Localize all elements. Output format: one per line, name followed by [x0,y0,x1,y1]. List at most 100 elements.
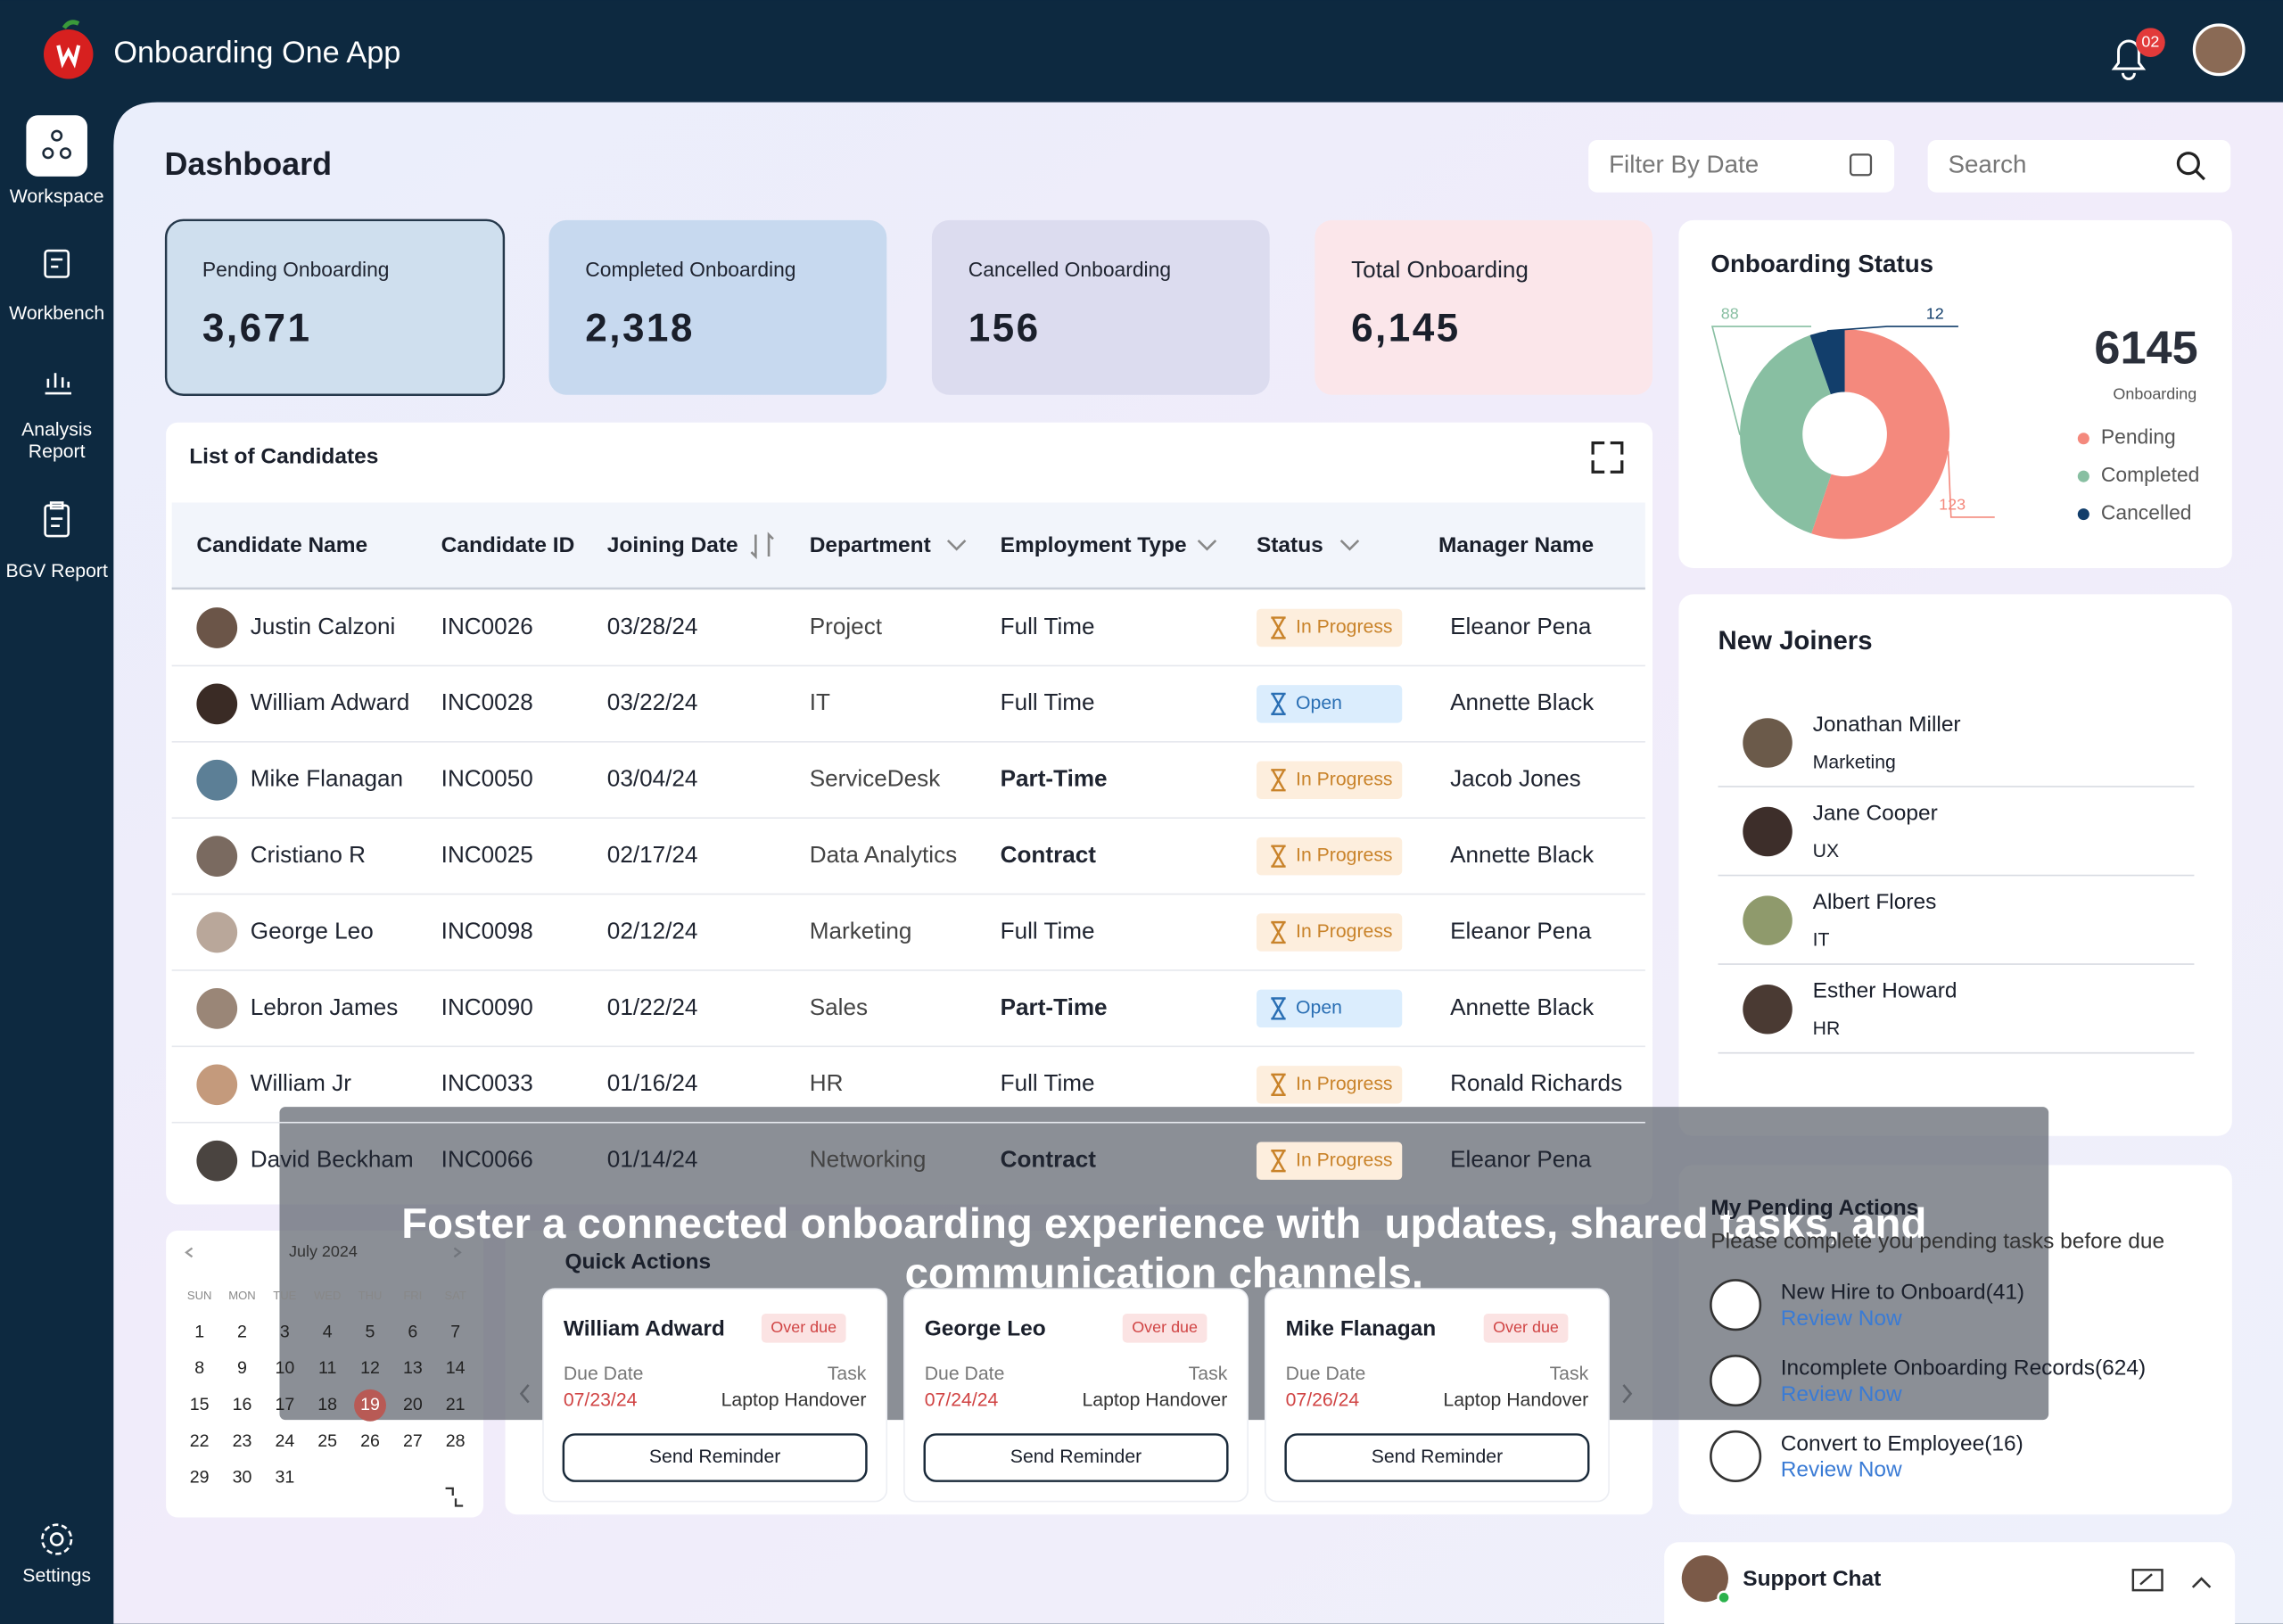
calendar-day[interactable]: 4 [323,1322,333,1341]
review-link[interactable]: Review Now [1781,1307,1902,1331]
overdue-text: Over due [1132,1318,1198,1336]
chat-icon[interactable] [2131,1569,2163,1592]
legend-label: Pending [2101,425,2176,449]
cell: Project [810,613,883,639]
calendar-day[interactable]: 25 [317,1431,337,1451]
user-avatar[interactable] [2192,23,2246,77]
column-header[interactable]: Status [1257,533,1323,557]
calendar-day[interactable]: 2 [237,1322,247,1341]
due-label: Due Date [925,1364,1005,1384]
calendar-day[interactable]: 3 [280,1322,290,1341]
calendar-day[interactable]: 28 [446,1431,466,1451]
search-box[interactable] [1927,140,2231,193]
search-placeholder[interactable]: Search [1948,151,2026,178]
status-text: In Progress [1296,845,1393,866]
calendar-day[interactable]: 26 [360,1431,380,1451]
calendar-day[interactable]: 30 [233,1468,252,1488]
button-text[interactable]: Send Reminder [1372,1447,1503,1467]
calendar-day[interactable]: 27 [403,1431,423,1451]
workspace-icon-box[interactable] [26,115,87,177]
status-total: 6145 [2094,323,2197,375]
review-link[interactable]: Review Now [1781,1382,1902,1406]
calendar-day[interactable]: 22 [190,1431,210,1451]
calendar-day[interactable]: 13 [403,1358,423,1378]
button-text[interactable]: Send Reminder [1010,1447,1142,1467]
calendar-day[interactable]: 18 [317,1395,337,1414]
nav-label[interactable]: Analysis Report [21,417,93,462]
calendar-day[interactable]: 8 [194,1358,204,1378]
calendar-day[interactable]: 1 [194,1322,204,1341]
cell: David Beckham [251,1146,414,1173]
nav-label[interactable]: Workspace [9,185,104,208]
calendar-day[interactable]: 31 [275,1468,294,1488]
stat-card[interactable] [548,219,887,395]
send-reminder-button[interactable] [923,1433,1229,1482]
collapse-icon[interactable] [2191,1577,2212,1588]
stat-card[interactable] [1315,219,1653,395]
table-header-bg [171,502,1645,589]
status-badge [1256,989,1403,1028]
cell: Full Time [1001,613,1095,639]
cell: Marketing [810,917,912,944]
send-reminder-button[interactable] [562,1433,868,1482]
button-text[interactable]: Send Reminder [649,1447,780,1467]
column-header[interactable]: Department [810,533,931,557]
overdue-badge [1122,1313,1207,1343]
calendar-day[interactable]: 24 [275,1431,294,1451]
candidate-avatar [196,911,238,953]
calendar-day[interactable]: 17 [275,1395,294,1414]
cell: Part-Time [1001,765,1108,792]
calendar-day[interactable]: 12 [360,1358,380,1378]
calendar-day[interactable]: 14 [446,1358,466,1378]
support-avatar [1681,1554,1728,1603]
send-reminder-button[interactable] [1284,1433,1590,1482]
stat-value: 2,318 [585,307,695,350]
status-badge [1256,761,1403,799]
candidate-avatar [196,683,238,725]
expand-icon[interactable] [1591,441,1624,474]
task-label: Task [1550,1364,1589,1384]
calendar-expand[interactable] [445,1487,464,1507]
joiner-name: Jonathan Miller [1813,713,1961,737]
calendar-day[interactable]: 5 [366,1322,375,1341]
pending-title: My Pending Actions [1710,1196,1918,1220]
logo-mark [56,45,81,69]
quick-actions-title: Quick Actions [565,1249,711,1274]
calendar-day[interactable]: 11 [318,1358,336,1378]
filter-box[interactable] [1588,140,1895,193]
calendar-day[interactable]: 29 [190,1468,210,1488]
calendar-day[interactable]: 6 [408,1322,417,1341]
cell: Cristiano R [251,841,366,868]
calendar-day[interactable]: 7 [450,1322,460,1341]
calendar-day[interactable]: 15 [190,1395,210,1414]
status-badge [1256,608,1403,647]
joiner-dept: HR [1813,1018,1841,1039]
calendar-day[interactable]: 21 [446,1395,466,1414]
nav-label[interactable]: Workbench [9,301,105,324]
calendar-day[interactable]: 20 [403,1395,423,1414]
stat-value: 156 [968,307,1041,350]
cell: HR [810,1069,844,1096]
calendar-day[interactable]: 23 [233,1431,252,1451]
stat-card[interactable] [931,219,1270,395]
column-header[interactable]: Employment Type [1001,533,1187,557]
filter-placeholder[interactable]: Filter By Date [1609,151,1759,178]
action-icon [1710,1354,1762,1407]
calendar-day[interactable]: 19 [360,1395,380,1414]
calendar-day[interactable]: 10 [275,1358,294,1378]
pending-item: New Hire to Onboard(41) [1781,1281,2024,1305]
legend-label: Cancelled [2101,501,2192,524]
stat-value: 3,671 [202,307,312,350]
nav-label[interactable]: BGV Report [5,559,108,581]
calendar-day[interactable]: 16 [233,1395,252,1414]
stat-label: Pending Onboarding [202,258,390,281]
nav-label[interactable]: Settings [22,1563,92,1587]
review-link[interactable]: Review Now [1781,1458,1902,1482]
stat-card[interactable] [164,218,506,396]
cell: Eleanor Pena [1450,613,1592,639]
cell: Lebron James [251,993,398,1020]
calendar-day[interactable]: 9 [237,1358,247,1378]
pending-item: Convert to Employee(16) [1781,1431,2023,1455]
column-header[interactable]: Joining Date [607,533,738,557]
cell: Full Time [1001,917,1095,944]
